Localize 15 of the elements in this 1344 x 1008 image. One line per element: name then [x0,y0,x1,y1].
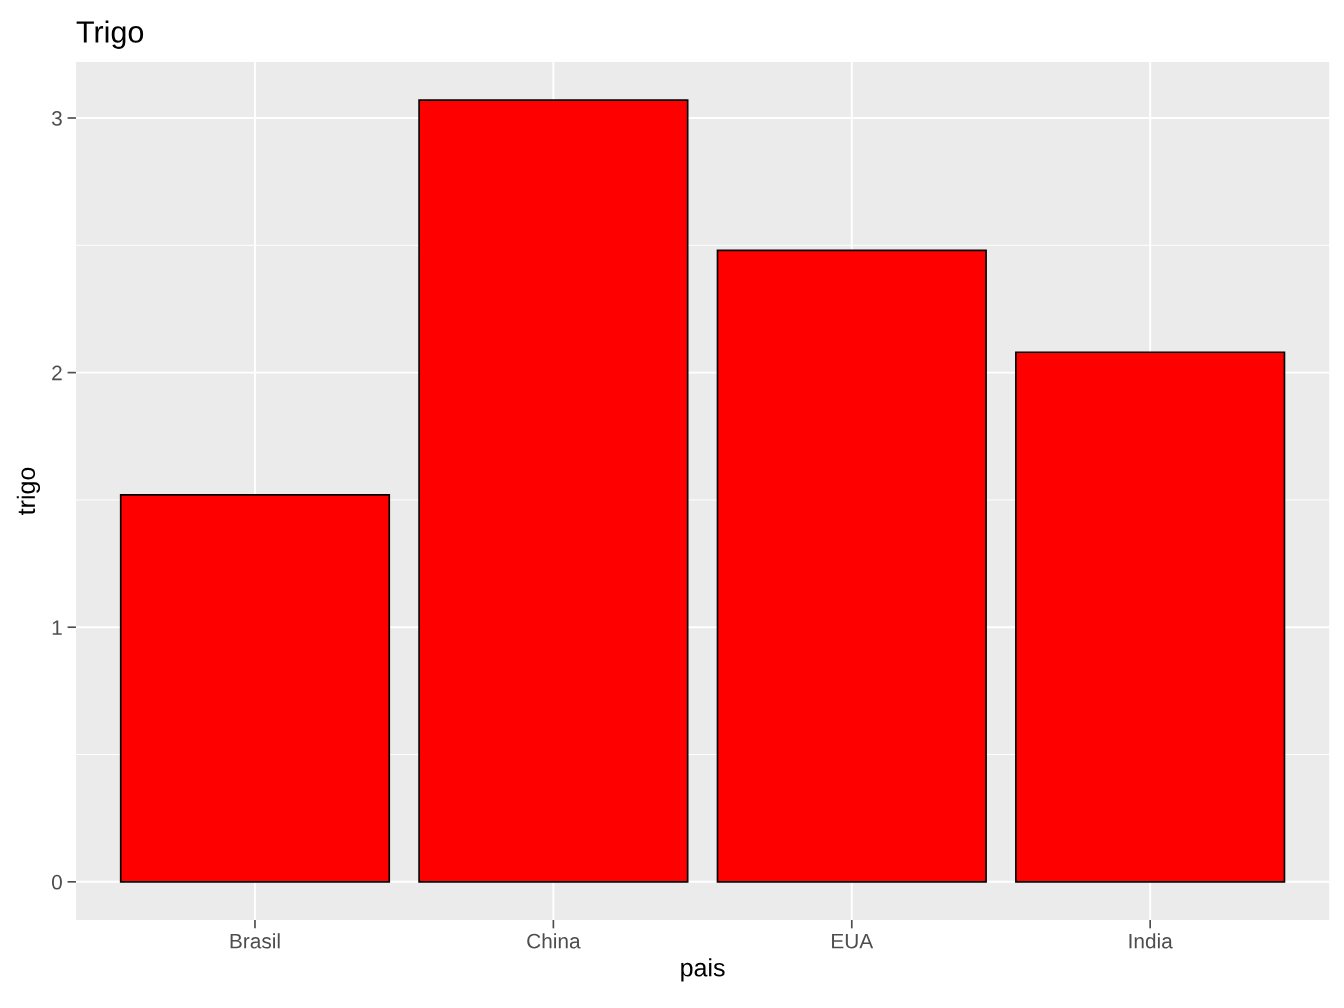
y-tick-label: 2 [52,365,62,381]
bar [1015,351,1286,883]
x-tick-label: EUA [832,933,874,949]
x-tick-label: China [527,933,581,949]
bar [418,99,689,883]
y-tick-label: 1 [52,620,62,635]
x-tick-label: India [1129,933,1173,949]
x-tick-label: Brasil [230,933,280,949]
chart-title: Trigo [76,20,144,49]
bar [119,493,391,883]
y-tick-label: 0 [51,874,62,890]
bar [716,249,987,883]
x-axis-title: pais [681,958,725,982]
y-tick-label: 3 [51,111,62,126]
y-axis-title: trigo [16,467,41,515]
